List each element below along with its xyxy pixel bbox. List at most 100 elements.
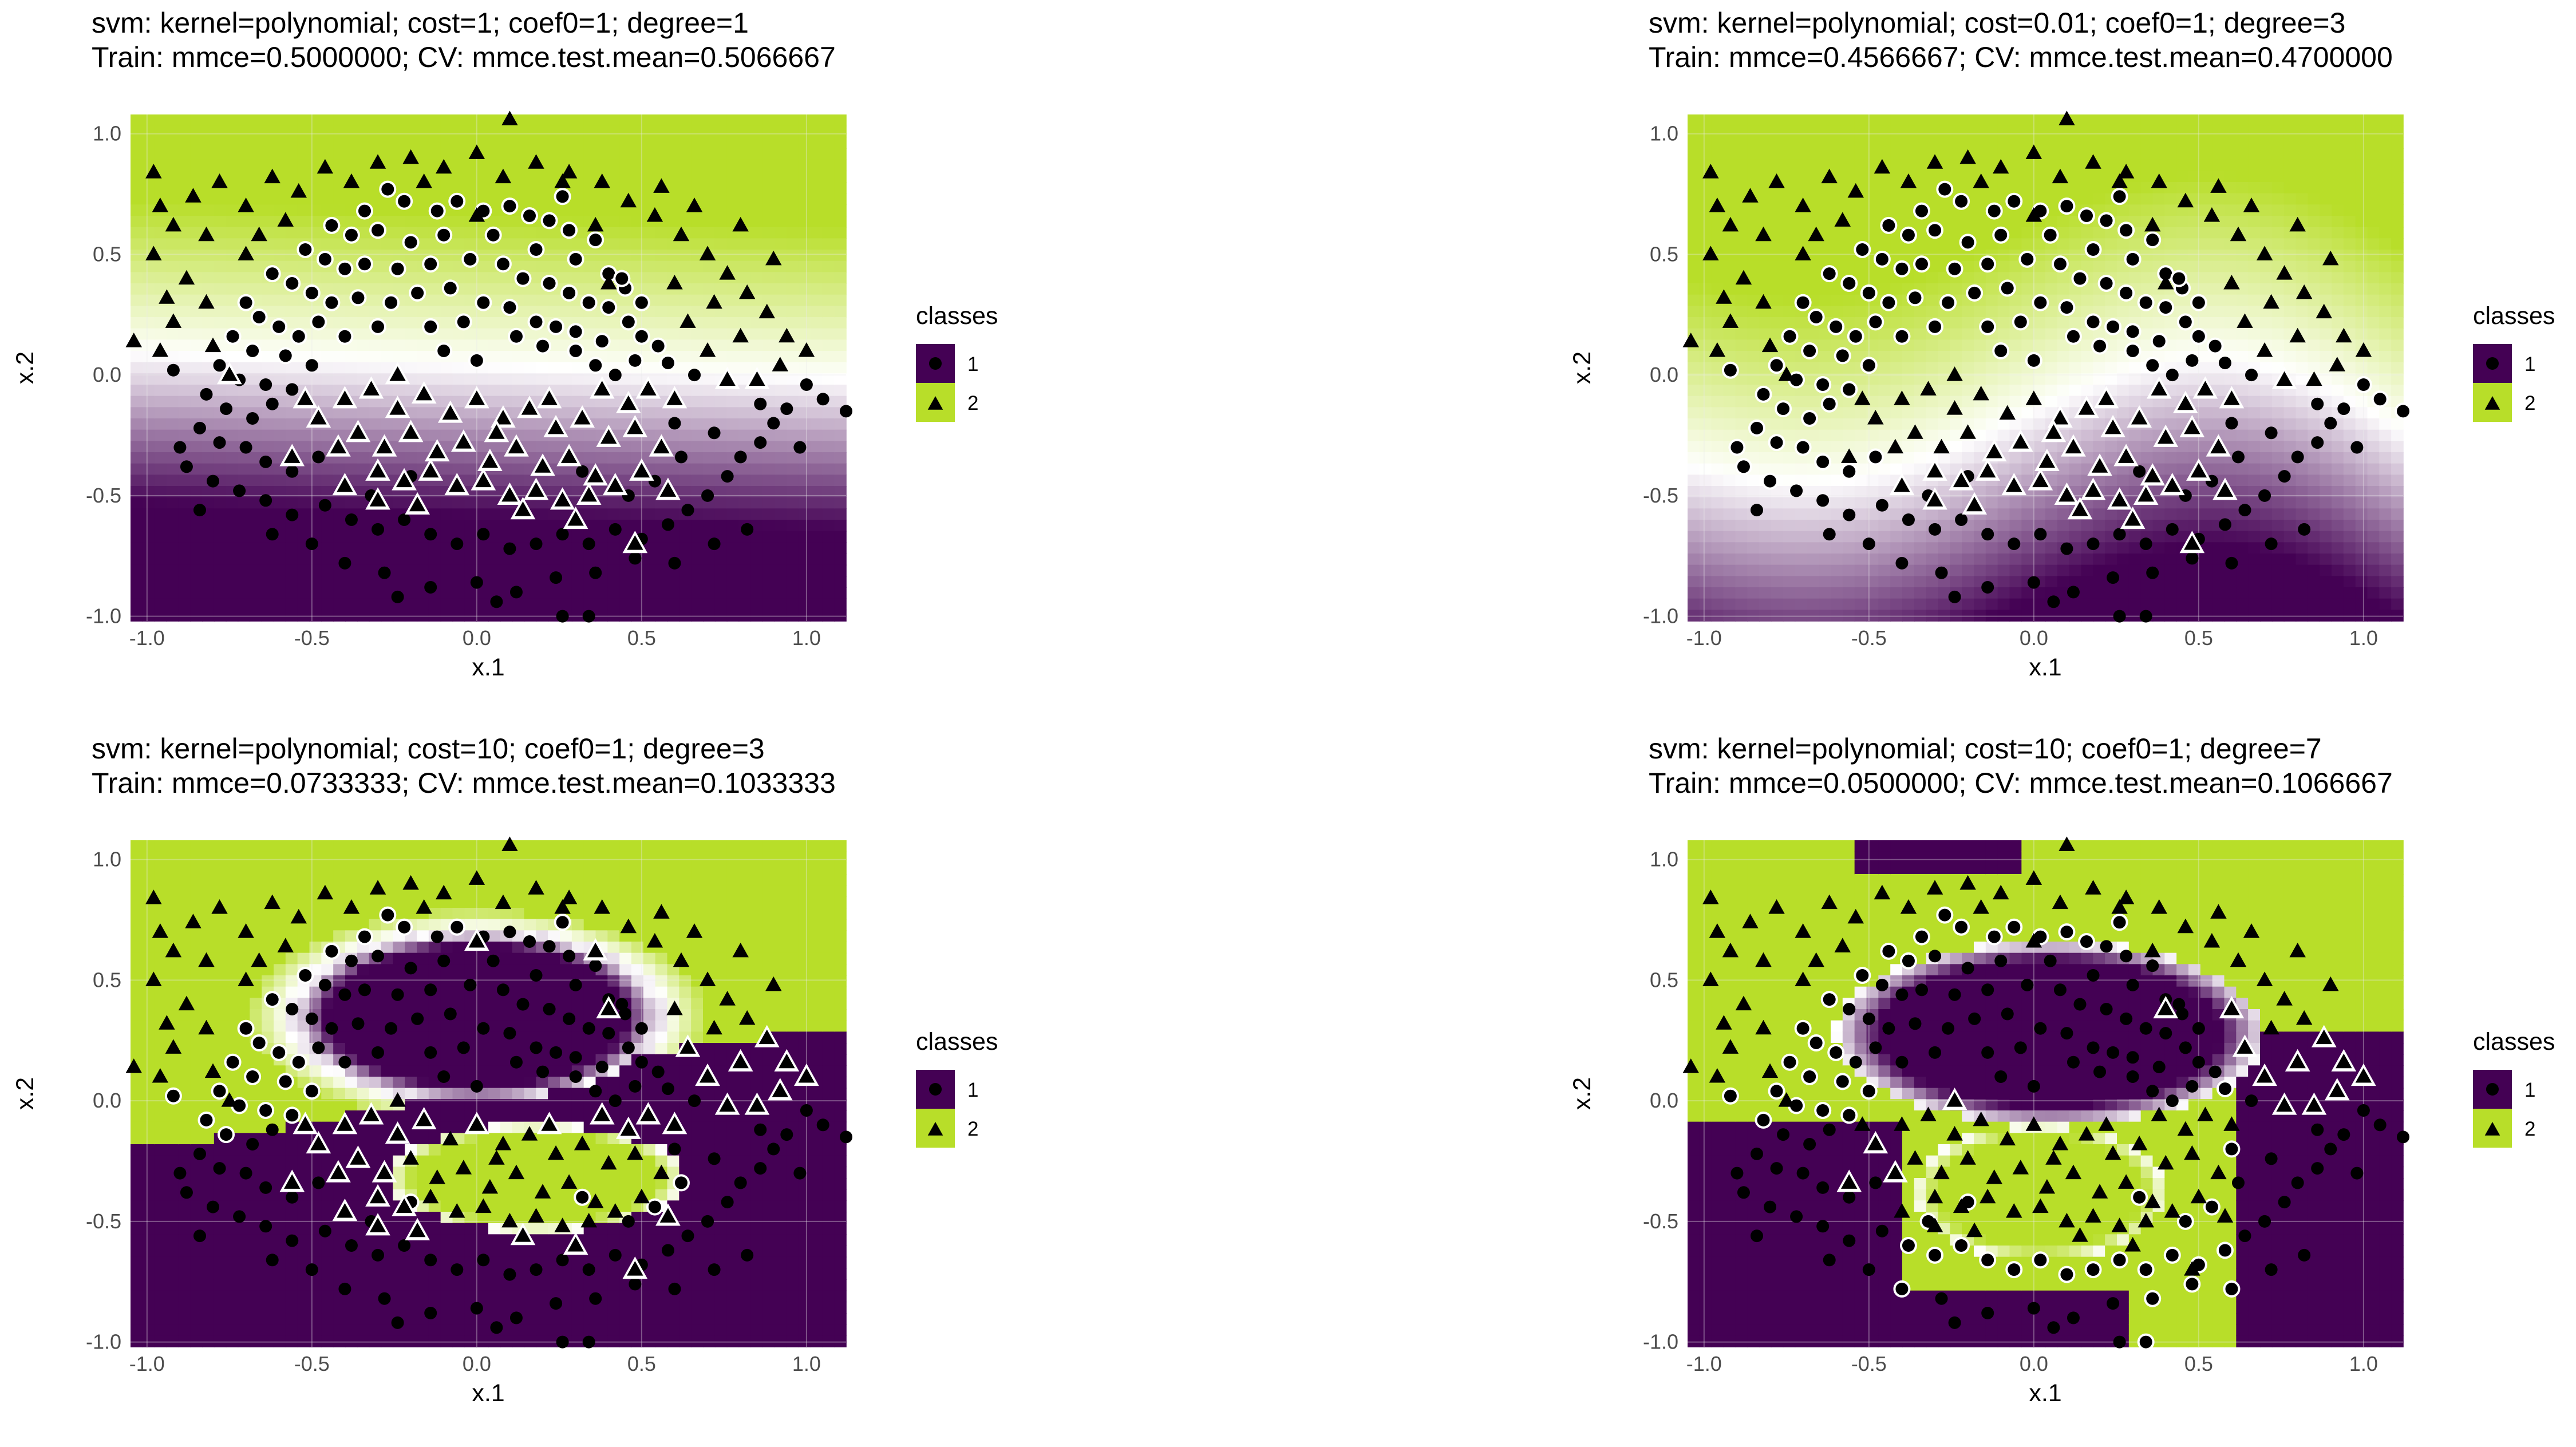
point-class-1: [1797, 296, 1809, 309]
point-class-1: [1777, 402, 1789, 415]
point-class-1: [358, 983, 371, 996]
point-class-1: [583, 1336, 595, 1349]
point-class-1: [675, 450, 688, 463]
point-class-1: [754, 436, 767, 449]
point-class-1: [2067, 1056, 2080, 1069]
point-class-1: [2357, 378, 2370, 391]
point-class-1: [246, 1138, 259, 1151]
point-class-1: [1836, 349, 1849, 362]
x-tick-label: 1.0: [2349, 626, 2378, 650]
decision-surface: [1688, 114, 2404, 622]
point-class-1: [351, 1017, 364, 1030]
point-class-1: [240, 1167, 252, 1180]
point-class-1: [2107, 321, 2119, 333]
point-class-1: [510, 586, 523, 598]
y-axis-label: x.2: [11, 351, 39, 384]
plot-title: svm: kernel=polynomial; cost=10; coef0=1…: [1649, 733, 2322, 765]
point-class-1: [306, 1085, 318, 1097]
point-class-1: [319, 1225, 331, 1238]
y-tick-label: -0.5: [1643, 484, 1678, 507]
plot-svg: svm: kernel=polynomial; cost=1; coef0=1;…: [0, 0, 1288, 721]
point-class-1: [589, 1292, 602, 1305]
point-class-1: [487, 955, 500, 967]
point-class-1: [286, 509, 298, 521]
point-class-1: [279, 349, 292, 362]
point-class-1: [2166, 369, 2179, 381]
point-class-1: [2060, 926, 2073, 938]
point-class-1: [1915, 258, 1928, 270]
point-class-1: [1895, 1283, 1908, 1295]
plot-subtitle: Train: mmce=0.5000000; CV: mmce.test.mea…: [92, 41, 836, 73]
point-class-1: [1771, 1085, 1783, 1097]
point-class-1: [652, 1066, 665, 1078]
point-class-1: [530, 537, 543, 550]
point-class-1: [378, 1292, 391, 1305]
x-tick-label: 0.5: [2184, 1352, 2213, 1375]
y-tick-label: 1.0: [93, 848, 121, 871]
point-class-1: [2054, 258, 2067, 270]
point-class-1: [1810, 311, 1823, 323]
point-class-1: [220, 402, 232, 415]
point-class-1: [1830, 1046, 1842, 1059]
point-class-1: [1968, 1013, 1981, 1025]
point-class-1: [503, 543, 516, 555]
plot-title: svm: kernel=polynomial; cost=10; coef0=1…: [92, 733, 765, 765]
point-class-1: [1850, 1056, 1862, 1069]
y-tick-label: -0.5: [86, 484, 121, 507]
plot-panel-3: svm: kernel=polynomial; cost=10; coef0=1…: [0, 726, 1288, 1447]
point-class-1: [503, 1268, 516, 1281]
point-class-1: [319, 253, 331, 266]
point-class-1: [173, 1167, 186, 1180]
point-class-1: [2278, 470, 2291, 483]
point-class-1: [1757, 1114, 1769, 1126]
point-class-1: [536, 1066, 549, 1078]
point-class-1: [1929, 523, 1941, 536]
point-class-1: [1938, 909, 1951, 922]
point-class-1: [2146, 234, 2159, 246]
point-class-1: [437, 955, 450, 967]
point-class-1: [556, 190, 569, 203]
point-class-1: [1856, 243, 1868, 256]
point-class-1: [1909, 1017, 1921, 1030]
point-class-1: [2021, 253, 2033, 266]
point-class-1: [214, 359, 226, 371]
point-class-1: [2008, 1263, 2020, 1276]
point-class-1: [1830, 321, 1842, 333]
point-class-1: [1843, 1003, 1855, 1015]
point-class-1: [424, 321, 437, 333]
point-class-1: [372, 1249, 384, 1262]
point-class-1: [1994, 955, 2007, 967]
point-class-1: [451, 195, 463, 208]
point-class-1: [589, 234, 602, 246]
point-class-1: [200, 1114, 212, 1126]
x-axis-label: x.1: [472, 654, 504, 681]
point-class-1: [1863, 1013, 1875, 1025]
y-tick-label: -0.5: [86, 1209, 121, 1233]
point-class-1: [503, 926, 516, 938]
point-class-1: [2146, 1085, 2159, 1097]
point-class-1: [2087, 315, 2100, 328]
legend-label-2: 2: [967, 1118, 978, 1140]
plot-subtitle: Train: mmce=0.0500000; CV: mmce.test.mea…: [1649, 767, 2393, 799]
point-class-1: [1949, 1316, 1961, 1329]
point-class-1: [1803, 1138, 1816, 1151]
point-class-1: [451, 1263, 463, 1276]
point-class-1: [550, 1297, 562, 1310]
legend-label-1: 1: [2524, 353, 2535, 375]
point-class-1: [272, 1046, 285, 1059]
point-class-1: [1863, 359, 1875, 371]
point-class-1: [1882, 296, 1895, 309]
point-class-1: [2047, 595, 2060, 608]
point-class-1: [392, 591, 404, 603]
point-class-1: [2034, 528, 2046, 540]
point-class-1: [1876, 1225, 1888, 1238]
point-class-1: [259, 1220, 272, 1232]
point-class-1: [1876, 979, 1888, 991]
point-class-1: [1751, 422, 1763, 434]
point-class-1: [214, 436, 226, 449]
point-class-1: [1981, 528, 1994, 540]
point-class-1: [1790, 1210, 1803, 1223]
point-class-1: [2127, 325, 2139, 338]
point-class-1: [259, 1104, 272, 1117]
point-class-1: [2028, 1080, 2040, 1093]
